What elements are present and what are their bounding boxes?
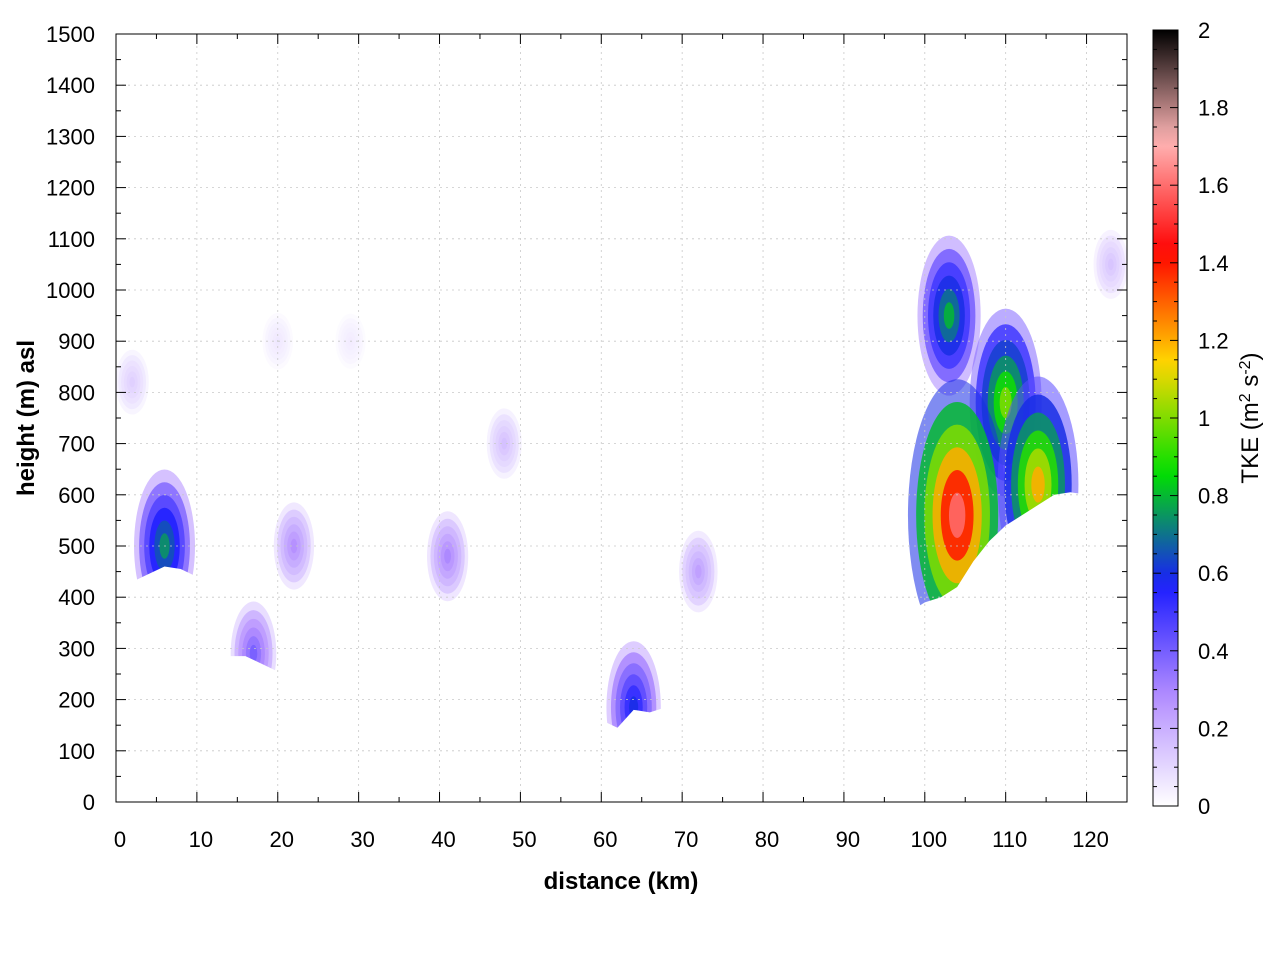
tke-feature-6-level-5 [444,548,452,564]
tke-field [116,229,1127,802]
x-tick-label: 20 [270,827,294,852]
y-tick-label: 1500 [46,22,95,47]
plot-area [115,33,1128,803]
x-tick-label: 70 [674,827,698,852]
colorbar-tick-label: 1.2 [1198,328,1229,353]
tke-feature-12-level-5 [948,492,966,538]
x-tick-label: 80 [755,827,779,852]
tke-feature-1-level-5 [129,376,135,388]
colorbar-tick-labels: 0 0.2 0.4 0.6 0.8 1 1.2 1.4 1.6 1.8 2 [1198,18,1229,819]
tke-feature-10-level-5 [943,302,955,329]
tke-feature-6 [427,511,469,602]
colorbar-tick-label: 1.4 [1198,251,1229,276]
x-tick-label: 50 [512,827,536,852]
x-tick-label: 30 [350,827,374,852]
y-tick-label: 500 [58,534,95,559]
y-tick-label: 700 [58,432,95,457]
x-tick-label: 120 [1072,827,1109,852]
x-tick-label: 100 [910,827,947,852]
x-tick-labels: 0 10 20 30 40 50 60 70 80 90 100 110 120 [114,827,1109,852]
y-tick-label: 200 [58,688,95,713]
y-tick-label: 1300 [46,124,95,149]
tke-feature-14 [1093,229,1127,299]
tke-feature-9-level-5 [695,564,702,579]
y-axis-title: height (m) asl [13,340,40,496]
tke-feature-9 [679,530,718,613]
colorbar: 0 0.2 0.4 0.6 0.8 1 1.2 1.4 1.6 1.8 2 TKE (m2 s-2) [1152,18,1265,819]
y-tick-label: 0 [83,790,95,815]
grid-lines [115,33,1127,803]
y-tick-labels: 0 100 200 300 400 500 600 700 800 900 1000 1100 1200… [46,22,95,815]
axis-ticks [115,33,1128,803]
y-tick-label: 400 [58,585,95,610]
colorbar-tick-label: 0.4 [1198,639,1229,664]
terrain-mask [116,448,1127,802]
colorbar-title: TKE (m2 s-2) [1237,352,1265,483]
tke-feature-4-level-5 [249,644,258,663]
x-tick-label: 60 [593,827,617,852]
tke-feature-1 [116,349,149,415]
tke-feature-12 [907,379,1007,652]
y-tick-label: 1000 [46,278,95,303]
y-tick-label: 300 [58,636,95,661]
y-tick-label: 100 [58,739,95,764]
x-tick-label: 10 [189,827,213,852]
y-tick-label: 1100 [48,227,95,252]
y-tick-label: 900 [58,329,95,354]
tke-feature-3 [273,502,315,590]
colorbar-tick-label: 1.6 [1198,173,1229,198]
y-tick-label: 600 [58,483,95,508]
colorbar-tick-label: 0.2 [1198,716,1229,741]
x-tick-label: 110 [992,827,1027,852]
x-axis-title: distance (km) [544,868,699,895]
tke-feature-7-level-5 [501,437,508,450]
colorbar-tick-label: 0.6 [1198,561,1229,586]
x-tick-label: 0 [114,827,126,852]
colorbar-tick-label: 0.8 [1198,484,1229,509]
y-tick-label: 800 [58,380,95,405]
tke-feature-3-level-5 [290,538,298,554]
colorbar-tick-label: 0 [1198,794,1210,819]
tke-feature-13-level-5 [1031,466,1045,503]
colorbar-tick-label: 1.8 [1198,96,1229,121]
y-tick-label: 1400 [46,73,95,98]
tke-feature-10 [917,235,981,396]
x-tick-label: 90 [836,827,860,852]
y-tick-label: 1200 [46,176,95,201]
tke-feature-7 [486,408,522,479]
colorbar-tick-label: 2 [1198,18,1210,43]
tke-feature-14-level-5 [1107,258,1114,271]
colorbar-ticks [1153,29,1178,807]
x-tick-label: 40 [431,827,455,852]
colorbar-tick-label: 1 [1198,406,1210,431]
